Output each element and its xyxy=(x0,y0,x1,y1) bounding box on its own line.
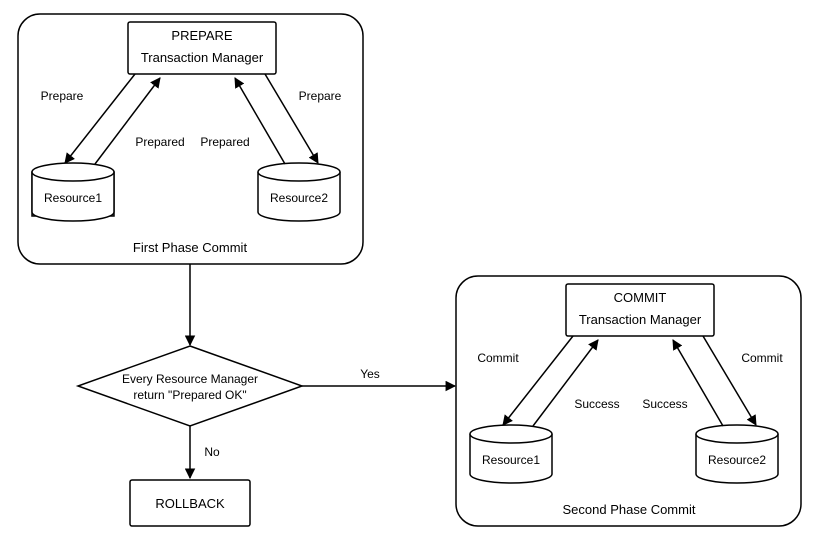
phase1-prepared-right xyxy=(235,78,285,164)
phase1-manager-title: PREPARE xyxy=(171,28,232,43)
phase1-manager-subtitle: Transaction Manager xyxy=(141,50,264,65)
phase1-resource1: Resource1 xyxy=(32,163,114,221)
phase1-prepare-left xyxy=(65,74,135,163)
phase2-commit-left-label: Commit xyxy=(477,351,519,365)
phase2-manager-title: COMMIT xyxy=(614,290,667,305)
decision-diamond xyxy=(78,346,302,426)
phase2-group-label: Second Phase Commit xyxy=(563,502,696,517)
edge-yes-label: Yes xyxy=(360,367,380,381)
phase2-success-left xyxy=(533,340,598,426)
phase2-commit-left xyxy=(503,336,573,425)
phase2-resource1: Resource1 xyxy=(470,425,552,483)
phase1-resource2-label: Resource2 xyxy=(270,191,328,205)
phase1-resource1-label: Resource1 xyxy=(44,191,102,205)
phase2-success-right-label: Success xyxy=(642,397,687,411)
phase1-prepared-right-label: Prepared xyxy=(200,135,249,149)
phase1-resource2: Resource2 xyxy=(258,163,340,221)
two-phase-commit-diagram: First Phase Commit PREPARE Transaction M… xyxy=(0,0,817,548)
phase2-resource1-label: Resource1 xyxy=(482,453,540,467)
phase2-manager-subtitle: Transaction Manager xyxy=(579,312,702,327)
phase2-commit-right xyxy=(703,336,756,425)
phase2-success-left-label: Success xyxy=(574,397,619,411)
phase2-resource2: Resource2 xyxy=(696,425,778,483)
phase2-success-right xyxy=(673,340,723,426)
rollback-label: ROLLBACK xyxy=(155,496,225,511)
phase1-group-label: First Phase Commit xyxy=(133,240,248,255)
phase2-resource2-label: Resource2 xyxy=(708,453,766,467)
phase1-prepared-left xyxy=(95,78,160,164)
phase1-prepared-left-label: Prepared xyxy=(135,135,184,149)
phase1-prepare-left-label: Prepare xyxy=(41,89,84,103)
phase1-prepare-right xyxy=(265,74,318,163)
decision-text-line2: return "Prepared OK" xyxy=(133,388,246,402)
edge-no-label: No xyxy=(204,445,220,459)
phase2-commit-right-label: Commit xyxy=(741,351,783,365)
decision-text-line1: Every Resource Manager xyxy=(122,372,258,386)
phase1-prepare-right-label: Prepare xyxy=(299,89,342,103)
